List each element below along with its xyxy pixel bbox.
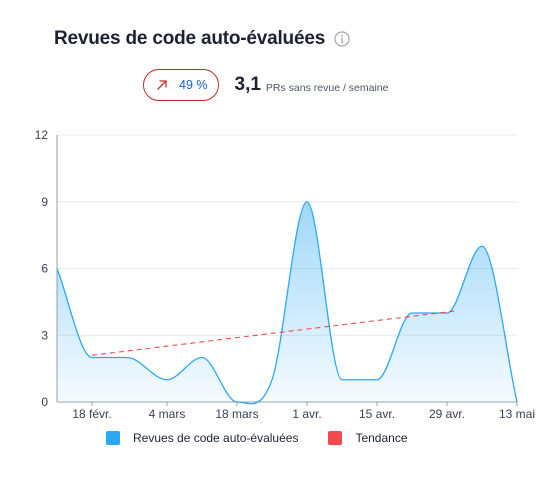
x-tick-label: 29 avr. (429, 407, 465, 421)
y-tick-label: 9 (41, 195, 48, 209)
info-icon[interactable] (334, 31, 350, 47)
chart-header: Revues de code auto-évaluées (54, 28, 350, 50)
change-badge: 49 % (143, 69, 219, 101)
kpi-row: 49 % 3,1 PRs sans revue / semaine (143, 69, 388, 101)
x-tick-label: 15 avr. (359, 407, 395, 421)
legend: Revues de code auto-évaluées Tendance (106, 431, 438, 445)
arrow-up-right-icon (157, 80, 167, 90)
y-tick-label: 6 (41, 262, 48, 276)
legend-label-trend: Tendance (355, 431, 408, 445)
legend-item-series[interactable]: Revues de code auto-évaluées (106, 431, 298, 445)
y-tick-label: 3 (41, 328, 48, 342)
change-value: 49 % (179, 78, 208, 92)
kpi-value: 3,1 (234, 74, 261, 95)
area-chart: 0 3 6 9 12 18 févr. 4 mars 18 mars 1 avr. 15 avr… (35, 128, 535, 421)
x-tick-label: 4 mars (149, 407, 186, 421)
chart-title: Revues de code auto-évaluées (54, 28, 326, 49)
legend-label-series: Revues de code auto-évaluées (133, 431, 299, 445)
legend-swatch-series (106, 431, 120, 445)
trend-line (91, 310, 458, 356)
x-tick-label: 18 mars (215, 407, 258, 421)
x-tick-label: 18 févr. (72, 407, 111, 421)
series-area (57, 201, 517, 404)
y-tick-label: 0 (41, 395, 48, 409)
plot-area (56, 201, 518, 405)
kpi-unit: PRs sans revue / semaine (265, 81, 389, 94)
x-tick-label: 13 mai (499, 407, 535, 421)
legend-swatch-trend (328, 431, 343, 445)
y-axis: 0 3 6 9 12 (35, 128, 58, 409)
x-axis: 18 févr. 4 mars 18 mars 1 avr. 15 avr. 29 avr… (72, 402, 535, 421)
legend-item-trend[interactable]: Tendance (328, 431, 408, 445)
x-tick-label: 1 avr. (292, 407, 321, 421)
y-tick-label: 12 (35, 128, 49, 142)
